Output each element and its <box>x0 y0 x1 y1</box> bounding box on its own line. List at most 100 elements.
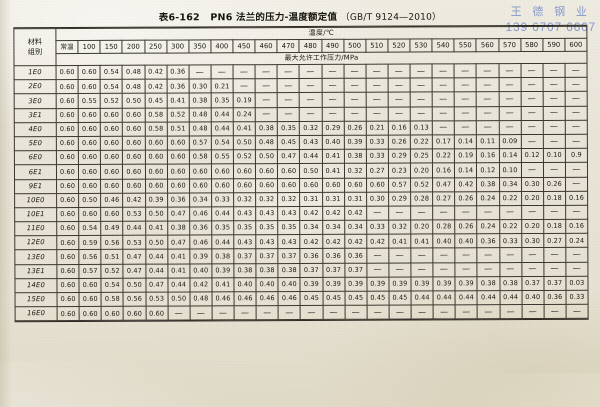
pressure-cell: 0.37 <box>521 276 544 291</box>
pressure-cell: 0.44 <box>145 263 168 278</box>
material-group-label: 6E1 <box>14 164 57 180</box>
pressure-cell: 0.39 <box>300 277 323 292</box>
pressure-cell: — <box>542 105 566 121</box>
pressure-cell: 0.57 <box>189 135 212 151</box>
pressure-cell: — <box>454 77 477 93</box>
pressure-cell: — <box>210 64 234 80</box>
pressure-cell: 0.14 <box>454 134 477 149</box>
pressure-cell: 0.60 <box>322 177 345 193</box>
material-group-label: 10E1 <box>14 207 57 222</box>
pressure-cell: — <box>255 107 278 122</box>
pressure-cell: — <box>233 78 256 94</box>
material-group-label: 3E1 <box>14 108 57 123</box>
pressure-cell: 0.42 <box>344 206 367 221</box>
pressure-cell: 0.60 <box>211 164 234 179</box>
pressure-cell: 0.56 <box>101 235 124 250</box>
pressure-cell: 0.31 <box>344 191 367 207</box>
pressure-cell: — <box>366 248 389 263</box>
pressure-cell: — <box>234 305 257 321</box>
material-group-label: 1E0 <box>14 65 57 80</box>
pressure-cell: 0.52 <box>100 93 123 108</box>
pressure-cell: — <box>344 305 367 320</box>
pressure-cell: 0.33 <box>366 135 389 150</box>
pressure-cell: 0.19 <box>233 93 256 108</box>
pressure-cell: — <box>454 120 477 135</box>
pressure-cell: 0.44 <box>299 149 322 164</box>
pressure-cell: — <box>410 92 433 107</box>
pressure-cell: — <box>476 106 499 121</box>
pressure-cell: — <box>432 78 455 93</box>
pressure-cell: 0.60 <box>79 278 102 293</box>
material-group-label: 16E0 <box>15 306 58 322</box>
pressure-cell: — <box>498 91 521 107</box>
pressure-cell: 0.50 <box>167 291 190 307</box>
table-title-main: PN6 法兰的压力-温度额定值 <box>210 11 338 24</box>
pressure-cell: 0.50 <box>123 277 146 293</box>
pressure-cell: 0.44 <box>477 290 500 305</box>
pressure-cell: 0.16 <box>565 219 588 234</box>
pressure-cell: 0.60 <box>78 122 101 137</box>
table-title: 表6-162 PN6 法兰的压力-温度额定值 （GB/T 9124—2010） <box>0 8 600 24</box>
pressure-cell: 0.32 <box>233 192 256 207</box>
pressure-cell: 0.44 <box>123 221 146 236</box>
material-group-label: 15E0 <box>15 292 58 307</box>
pressure-cell: 0.42 <box>322 234 345 249</box>
pressure-cell: — <box>432 120 455 135</box>
pressure-cell: — <box>432 205 455 220</box>
pressure-cell: 0.21 <box>366 120 389 136</box>
pressure-cell: 0.25 <box>410 149 433 164</box>
column-header-590: 590 <box>542 38 565 52</box>
pressure-cell: 0.42 <box>300 234 323 249</box>
table-body: 1E0 0.60 0.60 0.54 0.48 0.42 0.36— — — — — — — — — — — — —… <box>14 63 589 322</box>
pressure-cell: — <box>299 78 322 93</box>
pressure-cell: 0.41 <box>388 234 411 249</box>
pressure-cell: — <box>365 106 389 121</box>
pressure-cell: 0.36 <box>166 79 189 94</box>
pressure-cell: 0.60 <box>78 65 101 80</box>
pressure-cell: 0.44 <box>499 290 522 305</box>
pressure-cell: 0.33 <box>499 233 522 249</box>
pressure-cell: 0.60 <box>144 150 168 165</box>
scan-edge-shadow <box>0 0 12 407</box>
material-group-label: 5E0 <box>14 136 57 151</box>
pressure-cell: 0.34 <box>300 220 323 235</box>
pressure-cell: 0.31 <box>322 191 345 207</box>
pressure-cell: 0.38 <box>256 263 279 278</box>
column-header-200: 200 <box>122 40 145 54</box>
pressure-cell: — <box>499 205 522 220</box>
pressure-cell: 0.24 <box>233 107 256 122</box>
pressure-cell: 0.43 <box>233 206 256 221</box>
pressure-cell: 0.37 <box>255 249 279 264</box>
pressure-cell: 0.40 <box>278 277 301 292</box>
pressure-cell: 0.38 <box>344 149 367 164</box>
pressure-cell: 0.50 <box>145 235 168 250</box>
pressure-cell: 0.50 <box>122 93 145 108</box>
pressure-cell: — <box>432 63 455 79</box>
pressure-cell: 0.46 <box>278 291 301 306</box>
pressure-cell: 0.27 <box>366 163 389 178</box>
pressure-cell: 0.38 <box>233 263 257 278</box>
pressure-cell: 0.37 <box>300 263 323 278</box>
pressure-cell: — <box>543 247 566 263</box>
pressure-cell: — <box>366 305 390 320</box>
pressure-cell: 0.14 <box>454 163 477 178</box>
pressure-cell: 0.19 <box>454 148 477 164</box>
pressure-cell: 0.60 <box>56 178 79 194</box>
pressure-cell: 0.32 <box>388 220 411 235</box>
pressure-cell: — <box>565 247 588 262</box>
material-group-label: 11E0 <box>14 221 57 236</box>
pressure-cell: 0.60 <box>100 122 123 137</box>
pressure-cell: — <box>543 120 566 135</box>
pressure-cell: — <box>255 64 278 79</box>
pressure-cell: 0.37 <box>543 276 566 291</box>
pressure-cell: 0.60 <box>56 207 79 222</box>
pressure-cell: 0.35 <box>255 220 279 235</box>
pressure-cell: — <box>410 63 433 79</box>
pressure-cell: 0.58 <box>101 292 124 307</box>
pressure-cell: — <box>188 64 211 80</box>
pressure-cell: 0.40 <box>233 277 257 292</box>
pressure-cell: 0.60 <box>255 178 278 193</box>
pressure-cell: 0.60 <box>57 306 80 321</box>
pressure-cell: 0.60 <box>122 164 146 179</box>
pressure-cell: 0.60 <box>100 207 124 222</box>
